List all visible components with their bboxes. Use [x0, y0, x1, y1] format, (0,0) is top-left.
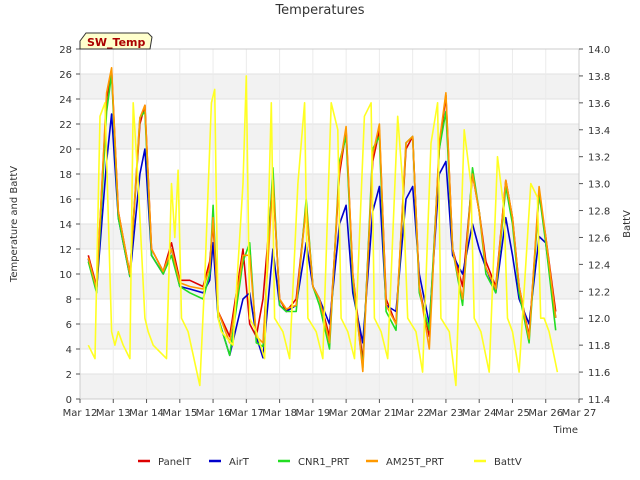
station-label: SW_Temp	[87, 36, 146, 49]
x-tick-label: Mar 22	[395, 408, 430, 419]
x-tick-label: Mar 18	[262, 408, 297, 419]
y-tick-label: 10	[59, 270, 72, 281]
legend: PanelT AirT CNR1_PRT AM25T_PRT BattV	[138, 457, 522, 468]
y-tick-label: 16	[59, 195, 72, 206]
background-band	[80, 224, 579, 249]
x-tick-label: Mar 12	[63, 408, 98, 419]
y2-tick-label: 11.4	[588, 395, 610, 406]
background-band	[80, 374, 579, 399]
y2-tick-label: 12.4	[588, 260, 610, 271]
y2-tick-label: 14.0	[588, 45, 610, 56]
y-axis-label: Temperature and BattV	[9, 166, 20, 283]
y2-tick-label: 12.2	[588, 287, 610, 298]
y-tick-label: 28	[59, 45, 72, 56]
station-label-box: SW_Temp	[79, 32, 153, 50]
y2-tick-label: 12.8	[588, 207, 610, 218]
y2-tick-label: 13.0	[588, 180, 610, 191]
y-tick-label: 6	[66, 320, 72, 331]
legend-label-am25t-prt: AM25T_PRT	[386, 457, 445, 468]
y2-tick-label: 13.8	[588, 72, 610, 83]
y2-tick-label: 13.4	[588, 126, 610, 137]
x-tick-label: Mar 16	[196, 408, 231, 419]
x-tick-label: Mar 25	[495, 408, 530, 419]
y2-tick-label: 13.2	[588, 153, 610, 164]
y-tick-label: 24	[59, 95, 72, 106]
y2-tick-label: 11.6	[588, 368, 610, 379]
x-tick-label: Mar 23	[429, 408, 464, 419]
x-tick-label: Mar 17	[229, 408, 264, 419]
x-tick-label: Mar 20	[329, 408, 364, 419]
background-band	[80, 74, 579, 99]
y2-axis-label: BattV	[622, 210, 633, 238]
x-tick-label: Mar 24	[462, 408, 497, 419]
legend-label-battv: BattV	[494, 457, 522, 468]
x-axis-label: Time	[553, 425, 578, 436]
legend-label-panelt: PanelT	[158, 457, 192, 468]
y-tick-label: 2	[66, 370, 72, 381]
y-tick-label: 12	[59, 245, 72, 256]
y2-axis-ticks: 11.4 11.6 11.8 12.0 12.2 12.4 12.6 12.8 13.0 13.2…	[579, 45, 610, 406]
y-tick-label: 22	[59, 120, 72, 131]
x-tick-label: Mar 19	[295, 408, 330, 419]
x-tick-label: Mar 13	[96, 408, 131, 419]
y-tick-label: 0	[66, 395, 72, 406]
series-layer	[87, 67, 559, 387]
legend-label-cnr1-prt: CNR1_PRT	[298, 457, 350, 468]
series-line-battv	[87, 75, 559, 387]
x-tick-label: Mar 26	[528, 408, 563, 419]
y-tick-label: 20	[59, 145, 72, 156]
y-tick-label: 8	[66, 295, 72, 306]
y2-tick-label: 13.6	[588, 99, 610, 110]
series-line-am25t-prt	[87, 67, 557, 373]
background-band	[80, 274, 579, 299]
x-tick-label: Mar 21	[362, 408, 397, 419]
y-tick-label: 14	[59, 220, 72, 231]
chart-title: Temperatures	[274, 3, 364, 18]
y2-tick-label: 12.0	[588, 314, 610, 325]
y2-tick-label: 12.6	[588, 233, 610, 244]
y2-tick-label: 11.8	[588, 341, 610, 352]
x-tick-label: Mar 15	[162, 408, 197, 419]
x-tick-label: Mar 14	[129, 408, 164, 419]
y-tick-label: 26	[59, 70, 72, 81]
y-tick-label: 18	[59, 170, 72, 181]
x-tick-label: Mar 27	[562, 408, 597, 419]
y-tick-label: 4	[66, 345, 72, 356]
legend-label-airt: AirT	[229, 457, 250, 468]
